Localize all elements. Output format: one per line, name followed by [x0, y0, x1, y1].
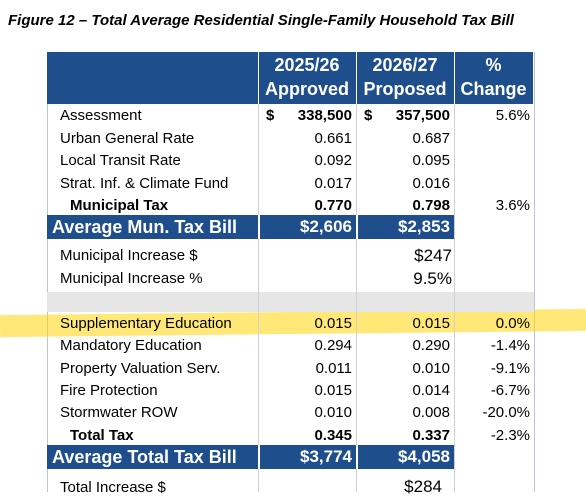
cell-change: 3.6%: [495, 197, 530, 214]
cell-change: -2.3%: [490, 426, 530, 444]
cell-value: 0.661: [314, 129, 352, 147]
summary-bar: [47, 215, 454, 239]
column-header: Change: [460, 79, 527, 99]
cell-value: 0.015: [314, 381, 352, 399]
increase-value: $284: [404, 477, 442, 496]
row-label: Municipal Tax: [70, 197, 169, 214]
cell-value: 0.010: [412, 359, 450, 377]
cell-change: -9.1%: [490, 359, 530, 377]
cell-value: 0.008: [412, 404, 450, 422]
summary-value: $2,606: [300, 217, 352, 236]
summary-border: [356, 215, 358, 239]
cell-value: 0.015: [314, 315, 352, 332]
column-header: %: [485, 55, 502, 75]
column-line: [454, 104, 455, 492]
cell-change: -6.7%: [490, 381, 530, 399]
row-label: Stormwater ROW: [60, 404, 178, 422]
cell-value: 0.014: [412, 381, 450, 399]
cell-value: 0.337: [412, 426, 450, 444]
cell-value: 0.294: [314, 337, 352, 355]
cell-value: 0.345: [314, 426, 352, 444]
cell-value: 0.095: [412, 152, 450, 169]
cell-change: -1.4%: [490, 337, 530, 355]
row-label: Mandatory Education: [60, 337, 202, 355]
title: Figure 12 – Total Average Residential Si…: [8, 12, 514, 29]
cell-value: 0.016: [412, 174, 450, 192]
row-label: Supplementary Education: [60, 315, 232, 332]
cell-value: 357,500: [395, 107, 450, 124]
cell-value: 0.010: [314, 404, 352, 422]
summary-border: [258, 445, 260, 469]
column-header: 2026/27: [372, 55, 438, 75]
summary-border: [258, 215, 260, 239]
cell-change: 0.0%: [495, 315, 530, 332]
summary-value: $2,853: [398, 217, 450, 236]
row-label: Local Transit Rate: [60, 152, 181, 169]
row-label: Assessment: [60, 107, 142, 124]
cell-value: 0.092: [314, 152, 352, 169]
row-label: Urban General Rate: [60, 129, 195, 147]
cell-value: 338,500: [297, 107, 352, 124]
header-cell-border: [454, 52, 455, 104]
cell-change: -20.0%: [482, 404, 530, 422]
summary-value: $4,058: [398, 447, 450, 466]
row-label: Municipal Increase $: [60, 247, 198, 264]
row-label: Fire Protection: [60, 381, 158, 399]
header-cell-border: [356, 52, 357, 104]
cell-value: 0.011: [315, 359, 352, 377]
cell-value: 0.290: [412, 337, 450, 355]
summary-bar: [47, 445, 454, 469]
row-label: Property Valuation Serv.: [60, 359, 221, 377]
cell-value: 0.798: [412, 197, 450, 214]
row-label: Municipal Increase %: [60, 270, 203, 287]
cell-value: 0.015: [412, 315, 450, 332]
row-label: Total Increase $: [60, 479, 166, 496]
cell-change: 5.6%: [495, 107, 530, 124]
table-frame: [47, 52, 535, 492]
summary-label: Average Total Tax Bill: [52, 447, 237, 467]
summary-label: Average Mun. Tax Bill: [52, 217, 238, 237]
column-line: [356, 104, 357, 492]
cell-value: 0.770: [314, 197, 352, 214]
separator-band: [47, 292, 534, 312]
cell-value: 0.017: [314, 174, 352, 192]
currency: $: [266, 107, 275, 124]
column-line: [258, 104, 259, 492]
increase-value: 9.5%: [413, 269, 452, 288]
header-bg: [47, 52, 533, 104]
column-header: 2025/26: [274, 55, 340, 75]
increase-value: $247: [414, 246, 452, 265]
summary-border: [356, 445, 358, 469]
row-label: Total Tax: [70, 426, 134, 444]
column-header: Proposed: [363, 79, 447, 99]
column-header: Approved: [264, 79, 349, 99]
cell-value: 0.687: [412, 129, 450, 147]
summary-value: $3,774: [300, 447, 352, 466]
currency: $: [364, 107, 373, 124]
header-cell-border: [258, 52, 259, 104]
row-label: Strat. Inf. & Climate Fund: [60, 174, 229, 192]
